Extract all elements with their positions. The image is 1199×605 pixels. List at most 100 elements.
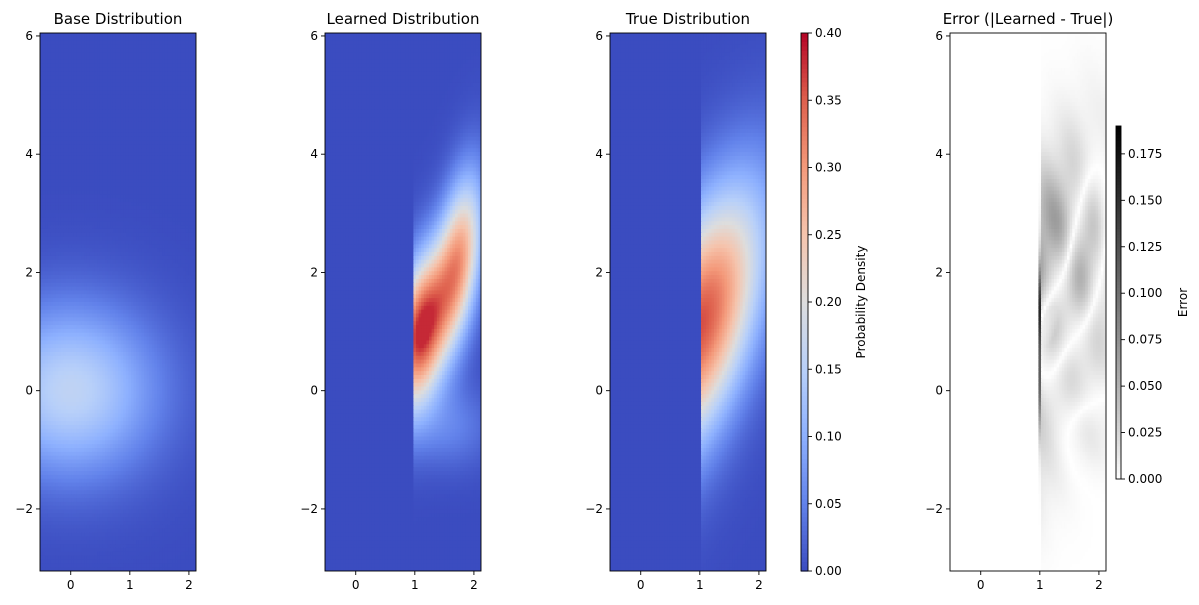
heatmap-cell	[45, 71, 49, 76]
heatmap-cell	[58, 263, 62, 269]
heatmap-cell	[118, 48, 122, 53]
heatmap-cell	[102, 163, 106, 169]
heatmap-cell	[110, 348, 114, 353]
heatmap-cell	[86, 286, 90, 292]
heatmap-cell	[131, 117, 135, 122]
heatmap-cell	[45, 232, 49, 238]
heatmap-cell	[133, 267, 137, 272]
heatmap-cell	[183, 186, 187, 192]
heatmap-cell	[162, 190, 166, 195]
heatmap-cell	[86, 244, 90, 249]
heatmap-cell	[79, 328, 83, 334]
heatmap-cell	[154, 302, 158, 307]
heatmap-cell	[138, 282, 142, 288]
heatmap-cell	[73, 278, 77, 284]
heatmap-cell	[172, 79, 176, 84]
heatmap-cell	[188, 79, 192, 84]
heatmap-cell	[172, 286, 176, 292]
heatmap-cell	[136, 340, 140, 345]
heatmap-cell	[105, 90, 109, 96]
heatmap-cell	[89, 340, 93, 345]
heatmap-cell	[45, 44, 49, 49]
heatmap-cell	[193, 252, 196, 257]
heatmap-cell	[97, 144, 101, 149]
heatmap-cell	[120, 328, 124, 334]
heatmap-cell	[45, 244, 49, 249]
heatmap-cell	[146, 148, 150, 153]
heatmap-cell	[123, 332, 127, 338]
heatmap-cell	[110, 167, 114, 172]
heatmap-cell	[123, 282, 127, 288]
heatmap-cell	[180, 305, 184, 311]
heatmap-cell	[123, 344, 127, 349]
heatmap-cell	[144, 278, 148, 284]
heatmap-cell	[167, 340, 171, 345]
heatmap-cell	[125, 286, 129, 292]
heatmap-cell	[102, 209, 106, 215]
heatmap-cell	[58, 336, 62, 342]
heatmap-cell	[60, 259, 64, 265]
heatmap-cell	[164, 163, 168, 169]
heatmap-cell	[42, 82, 46, 88]
heatmap-cell	[107, 121, 111, 126]
heatmap-cell	[86, 290, 90, 295]
heatmap-cell	[177, 152, 181, 157]
heatmap-cell	[193, 67, 196, 73]
heatmap-cell	[102, 44, 106, 49]
heatmap-cell	[99, 63, 103, 69]
heatmap-cell	[107, 317, 111, 322]
heatmap-cell	[105, 171, 109, 176]
heatmap-cell	[112, 75, 116, 80]
heatmap-cell	[120, 144, 124, 149]
heatmap-cell	[185, 148, 189, 153]
heatmap-cell	[138, 348, 142, 353]
heatmap-cell	[185, 325, 189, 330]
heatmap-cell	[47, 175, 51, 180]
heatmap-cell	[99, 332, 103, 338]
heatmap-cell	[162, 275, 166, 280]
heatmap-cell	[66, 98, 70, 103]
heatmap-cell	[164, 328, 168, 334]
heatmap-cell	[162, 325, 166, 330]
heatmap-cell	[105, 75, 109, 80]
heatmap-cell	[86, 344, 90, 349]
heatmap-cell	[105, 294, 109, 299]
heatmap-cell	[125, 225, 129, 230]
heatmap-cell	[99, 325, 103, 330]
heatmap-cell	[183, 263, 187, 269]
heatmap-cell	[131, 213, 135, 219]
heatmap-cell	[154, 48, 158, 53]
heatmap-cell	[151, 271, 155, 276]
heatmap-cell	[89, 132, 93, 138]
heatmap-cell	[149, 202, 153, 207]
heatmap-cell	[71, 175, 75, 180]
heatmap-cell	[151, 102, 155, 107]
heatmap-cell	[177, 213, 181, 219]
heatmap-cell	[66, 302, 70, 307]
heatmap-cell	[40, 109, 44, 115]
heatmap-cell	[188, 209, 192, 215]
heatmap-cell	[128, 179, 132, 184]
heatmap-cell	[180, 63, 184, 69]
heatmap-cell	[53, 332, 57, 338]
heatmap-cell	[123, 152, 127, 157]
heatmap-cell	[94, 209, 98, 215]
heatmap-cell	[164, 136, 168, 142]
heatmap-cell	[183, 294, 187, 299]
heatmap-cell	[146, 48, 150, 53]
heatmap-cell	[97, 305, 101, 311]
heatmap-cell	[115, 209, 119, 215]
heatmap-cell	[170, 305, 174, 311]
heatmap-cell	[180, 294, 184, 299]
heatmap-cell	[149, 79, 153, 84]
heatmap-cell	[50, 117, 54, 122]
heatmap-cell	[146, 33, 150, 38]
heatmap-cell	[118, 302, 122, 307]
heatmap-cell	[84, 278, 88, 284]
heatmap-cell	[149, 221, 153, 226]
heatmap-cell	[131, 113, 135, 119]
heatmap-cell	[133, 348, 137, 353]
heatmap-cell	[79, 278, 83, 284]
heatmap-cell	[123, 148, 127, 153]
heatmap-cell	[50, 202, 54, 207]
